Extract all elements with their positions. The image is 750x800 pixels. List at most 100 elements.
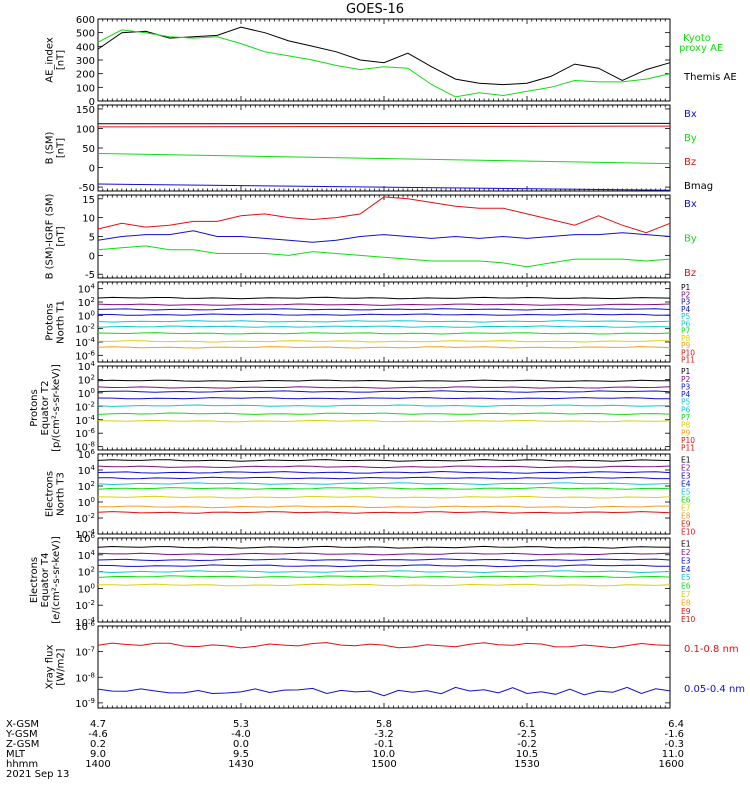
x-axis-row: Z-GSM 0.2 0.0 -0.1 -0.2 -0.3: [6, 739, 684, 750]
x-tick-value: 9.0: [90, 749, 106, 760]
y-axis-label: [W/m2]: [56, 648, 67, 685]
legend-entry: E5: [681, 487, 691, 496]
series-line: [97, 583, 671, 587]
panel-frame: [97, 537, 671, 623]
x-tick-value: 0.2: [90, 739, 106, 750]
y-tick-label: 10-6: [75, 349, 95, 362]
x-axis-row: Y-GSM -4.6 -4.0 -3.2 -2.5 -1.6: [5, 729, 684, 740]
y-tick-label: 200: [76, 70, 95, 81]
series-line: [97, 470, 671, 474]
y-tick-label: 10-9: [75, 697, 95, 710]
x-tick-value: 9.5: [233, 749, 249, 760]
panel-frame: [97, 194, 671, 279]
y-tick-label: 10-7: [75, 646, 95, 659]
y-axis-label: [e/(cm²-s-sr-keV)]: [51, 536, 62, 624]
panel-frame: [97, 18, 671, 102]
series-line: [97, 552, 671, 556]
series-by: [97, 245, 671, 268]
legend-entry: E10: [681, 615, 696, 624]
legend-entry: 0.05-0.4 nm: [684, 684, 745, 695]
y-tick-label: 10-8: [75, 671, 95, 684]
y-axis-label: [nT]: [56, 226, 67, 246]
panel-frame: [97, 104, 671, 192]
x-tick-value: 10.5: [516, 749, 538, 760]
panel-xray: 10-6 10-7 10-8 10-9 Xray flux [W/m2] 0.1-0.8 n…: [45, 620, 746, 710]
x-tick-value: -4.6: [88, 729, 108, 740]
y-axis-label: Electrons: [45, 471, 56, 517]
legend-entry: P10: [681, 348, 695, 357]
legend-entry: Kyoto: [683, 33, 711, 44]
x-tick-value: -3.2: [374, 729, 394, 740]
legend: 0.1-0.8 nm 0.05-0.4 nm: [684, 644, 745, 695]
legend-entry: P6: [681, 405, 691, 414]
legend-entry: E5: [681, 573, 691, 582]
x-tick-value: 6.4: [668, 719, 684, 730]
legend-entry: P3: [681, 298, 691, 307]
y-axis-label: Equator T4: [40, 553, 51, 608]
date-label: 2021 Sep 13: [6, 769, 69, 780]
series-line: [97, 575, 671, 579]
x-tick-value: 1430: [228, 759, 253, 770]
legend-entry: Bx: [684, 109, 697, 120]
legend-entry: P9: [681, 341, 691, 350]
y-tick-label: 10: [82, 214, 95, 225]
legend-entry: P11: [681, 356, 695, 365]
y-tick-label: 500: [76, 29, 95, 40]
legend-entry: E6: [681, 495, 691, 504]
legend-entry: E4: [681, 479, 691, 488]
x-axis-row: hhmm 1400 1430 1500 1530 1600: [6, 759, 684, 770]
panel-bsm: 150 100 50 0 -50 B (SM) [nT] Bx By Bz Bmag: [45, 104, 713, 194]
series-line: [97, 570, 671, 574]
y-tick-label: 100: [76, 124, 95, 135]
y-axis-label: [nT]: [56, 50, 67, 70]
y-tick-label: 0: [89, 97, 95, 108]
legend-entry: Themis AE: [683, 72, 737, 83]
series-line: [97, 486, 671, 490]
legend-entry: P4: [681, 390, 691, 399]
legend-entry: P8: [681, 334, 691, 343]
legend-entry: P7: [681, 413, 691, 422]
series-line: [97, 465, 671, 469]
legend-entry: P7: [681, 327, 691, 336]
y-axis-label: [p/(cm²-s-sr-keV)]: [51, 364, 62, 452]
x-tick-value: 1530: [514, 759, 539, 770]
y-tick-label: 10-4: [75, 336, 95, 349]
series-line: [97, 340, 670, 343]
series-line: [97, 320, 671, 323]
plot-title: GOES-16: [346, 2, 404, 17]
panel-frame: [97, 281, 671, 363]
y-tick-label: 10-6: [75, 427, 95, 440]
x-tick-value: 11.0: [662, 749, 684, 760]
x-row-label: X-GSM: [6, 719, 39, 730]
series-line: [97, 545, 671, 549]
series-line: [97, 511, 671, 514]
legend-entry: E6: [681, 582, 691, 591]
x-tick-value: 5.8: [376, 719, 392, 730]
legend-entry: Bx: [684, 199, 697, 210]
x-row-label: MLT: [6, 749, 26, 760]
x-tick-value: 4.7: [90, 719, 106, 730]
legend-entry: E9: [681, 607, 691, 616]
x-tick-value: -0.1: [374, 739, 394, 750]
series-line: [97, 495, 671, 499]
legend-entry: P2: [681, 290, 691, 299]
y-axis-label: Protons: [45, 303, 56, 340]
series-themis-ae: [97, 26, 671, 86]
legend-entry: E7: [681, 503, 691, 512]
legend-entry: P9: [681, 428, 691, 437]
legend: Bx By Bz Bmag: [684, 109, 713, 192]
legend-entry: E1: [681, 540, 691, 549]
y-axis-label: Electrons: [29, 557, 40, 603]
y-axis-label: Protons: [29, 389, 40, 426]
x-axis-table: X-GSM 4.7 5.3 5.8 6.1 6.4 Y-GSM -4.6 -4.0 -3.2 -2.…: [5, 719, 684, 780]
y-tick-label: 15: [82, 195, 95, 206]
series-line: [97, 390, 671, 393]
y-tick-label: 102: [78, 296, 95, 309]
legend-entry: E2: [681, 548, 691, 557]
y-tick-label: 104: [78, 283, 96, 296]
legend-entry: E3: [681, 471, 691, 480]
